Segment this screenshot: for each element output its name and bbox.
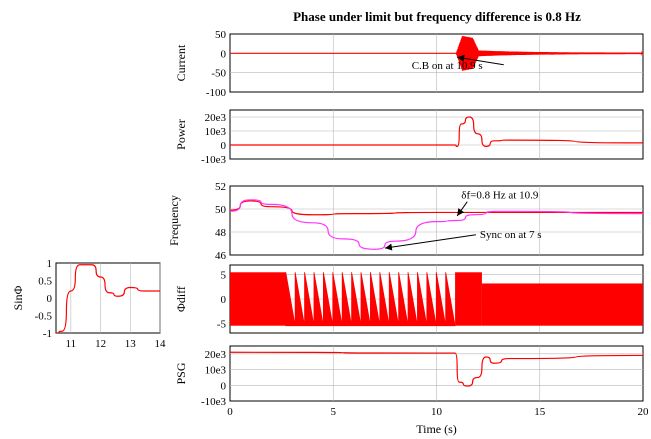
phidiff-sawtooth bbox=[285, 272, 456, 327]
x-tick-label: 14 bbox=[155, 338, 167, 350]
sinphi-y-axis-label: SinΦ bbox=[11, 285, 25, 310]
frequency-panel: 52 50 48 46 Frequency δf=0.8 Hz at 10.9 Sync o… bbox=[167, 181, 644, 262]
y-tick-label: 46 bbox=[215, 250, 227, 262]
y-tick-label: 50 bbox=[215, 204, 227, 216]
frequency-series-1-line bbox=[230, 199, 643, 250]
phidiff-band-late bbox=[481, 283, 643, 326]
y-tick-label: 52 bbox=[215, 181, 226, 193]
annotation-text: δf=0.8 Hz at 10.9 bbox=[461, 190, 539, 202]
annotation-arrow-line bbox=[457, 56, 504, 66]
y-tick-label: 48 bbox=[215, 227, 227, 239]
phidiff-y-axis-label: Φdiff bbox=[174, 286, 188, 312]
y-tick-label: -5 bbox=[217, 318, 227, 330]
frequency-series-group bbox=[230, 199, 643, 250]
y-tick-label: 0 bbox=[221, 140, 227, 152]
y-tick-label: 20e3 bbox=[205, 349, 227, 361]
power-series-0-line bbox=[230, 116, 643, 148]
current-y-axis-label: Current bbox=[174, 44, 188, 81]
y-tick-label: 50 bbox=[215, 29, 227, 41]
psg-series-0-line bbox=[230, 351, 643, 387]
psg-y-axis-label: PSG bbox=[174, 362, 188, 384]
phidiff-band-transition bbox=[455, 272, 482, 326]
y-tick-label: -10e3 bbox=[201, 396, 227, 408]
frequency-y-axis-label: Frequency bbox=[167, 195, 181, 246]
annotation-arrowhead bbox=[457, 208, 465, 216]
x-tick-label: 13 bbox=[125, 338, 137, 350]
x-tick-label: 20 bbox=[638, 406, 650, 418]
power-panel: 20e3 10e3 0 -10e3 Power bbox=[174, 109, 644, 166]
current-series-group bbox=[230, 35, 643, 71]
x-tick-label: 11 bbox=[66, 338, 77, 350]
y-tick-label: -10e3 bbox=[201, 154, 227, 166]
x-tick-label: 5 bbox=[331, 406, 337, 418]
y-tick-label: 0 bbox=[221, 380, 227, 392]
psg-series-group bbox=[230, 351, 643, 387]
y-tick-label: -100 bbox=[206, 87, 227, 99]
x-tick-label: 0 bbox=[227, 406, 233, 418]
chart-title: Phase under limit but frequency differen… bbox=[293, 9, 581, 24]
y-tick-label: 10e3 bbox=[205, 126, 227, 138]
y-tick-label: 0 bbox=[47, 293, 53, 305]
y-tick-label: 0.5 bbox=[38, 276, 52, 288]
annotation-arrow-line bbox=[384, 234, 476, 249]
phidiff-panel: 5 0 -5 Φdiff bbox=[174, 264, 644, 334]
y-tick-label: 0 bbox=[221, 48, 227, 60]
annotation-text: C.B on at 10.9 s bbox=[412, 60, 483, 72]
x-tick-label: 15 bbox=[534, 406, 546, 418]
power-series-group bbox=[230, 116, 643, 148]
annotation-text: Sync on at 7 s bbox=[480, 229, 542, 241]
current-panel: 50 0 -50 -100 Current C.B on at 10.9 s bbox=[174, 29, 644, 99]
frequency-series-0-line bbox=[230, 200, 643, 216]
x-tick-label: 12 bbox=[95, 338, 106, 350]
annotation-arrowhead bbox=[384, 243, 393, 251]
annotation-arrowhead bbox=[457, 54, 465, 62]
y-tick-label: -50 bbox=[211, 68, 226, 80]
y-tick-label: 1 bbox=[47, 258, 53, 270]
y-tick-label: 20e3 bbox=[205, 112, 227, 124]
sinphi-plot-area bbox=[55, 262, 161, 334]
y-tick-label: 10e3 bbox=[205, 365, 227, 377]
sinphi-panel: 1 0.5 0 -0.5 -1 11 12 13 14 SinΦ bbox=[11, 258, 166, 350]
y-tick-label: -0.5 bbox=[35, 311, 53, 323]
power-y-axis-label: Power bbox=[174, 119, 188, 150]
x-axis-label: Time (s) bbox=[416, 422, 457, 436]
sinphi-series-0-line bbox=[56, 264, 160, 333]
y-tick-label: -1 bbox=[43, 328, 52, 340]
sinphi-series-group bbox=[56, 264, 160, 333]
phidiff-series-group bbox=[230, 272, 643, 327]
phidiff-band-early bbox=[230, 272, 286, 326]
x-tick-label: 10 bbox=[431, 406, 443, 418]
y-tick-label: 0 bbox=[221, 294, 227, 306]
current-oscillation-band bbox=[455, 35, 643, 71]
y-tick-label: 5 bbox=[221, 270, 227, 282]
